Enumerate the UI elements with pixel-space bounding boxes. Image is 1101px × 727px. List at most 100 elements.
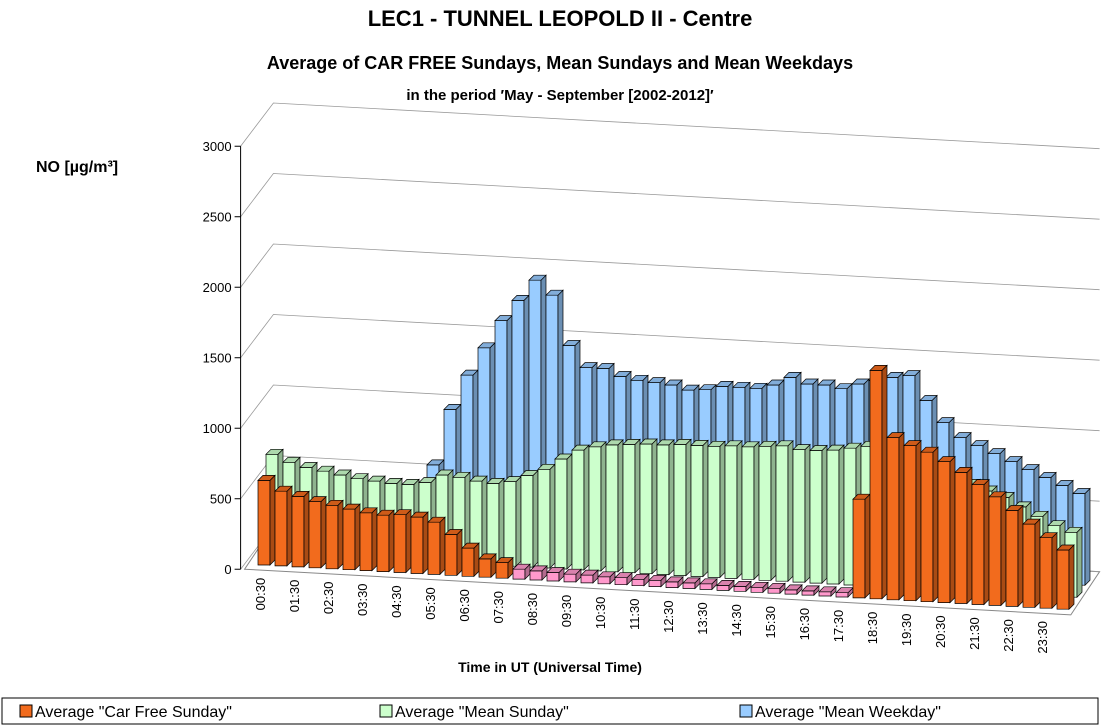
bar-front bbox=[988, 496, 1002, 606]
bar-side bbox=[685, 438, 692, 577]
bar-side bbox=[566, 453, 573, 570]
bar-side bbox=[1084, 487, 1091, 587]
legend-box bbox=[1, 697, 1099, 725]
bar-front bbox=[563, 573, 577, 583]
bar-top bbox=[579, 362, 598, 368]
bar-side bbox=[838, 444, 845, 585]
bar-front bbox=[308, 501, 322, 569]
bar-top bbox=[299, 462, 318, 468]
x-tick-label: 20:30 bbox=[933, 615, 948, 648]
bar bbox=[529, 565, 548, 581]
bar-top bbox=[937, 456, 956, 462]
bar bbox=[639, 438, 658, 575]
bar-side bbox=[354, 503, 361, 571]
bar-front bbox=[444, 534, 458, 576]
bar-top bbox=[1047, 520, 1066, 527]
bar-side bbox=[303, 490, 310, 568]
bar-side bbox=[1000, 490, 1007, 607]
bar-top bbox=[333, 469, 352, 476]
bar-side bbox=[269, 474, 276, 566]
bar bbox=[758, 440, 777, 582]
bar-top bbox=[818, 586, 837, 593]
bar-top bbox=[1064, 526, 1083, 533]
bar-side bbox=[702, 439, 709, 578]
bar bbox=[444, 528, 463, 577]
x-tick-label: 07:30 bbox=[491, 591, 506, 624]
x-tick-label: 19:30 bbox=[899, 614, 914, 647]
x-tick-label: 09:30 bbox=[559, 595, 574, 628]
bar-side bbox=[1017, 504, 1024, 608]
bar-side bbox=[439, 516, 446, 576]
bar-top bbox=[732, 381, 751, 388]
chart-note: in the period ′May - September [2002-201… bbox=[406, 87, 714, 104]
legend-label: Average "Car Free Sunday" bbox=[35, 704, 232, 721]
bar-front bbox=[733, 586, 747, 592]
bar bbox=[393, 508, 412, 574]
bar bbox=[741, 440, 760, 581]
bar-top bbox=[1005, 505, 1024, 511]
chart-subtitle: Average of CAR FREE Sundays, Mean Sunday… bbox=[267, 53, 853, 73]
bar bbox=[359, 506, 378, 572]
bar bbox=[716, 579, 735, 592]
bar-top bbox=[596, 363, 615, 369]
bar-front bbox=[274, 490, 288, 567]
bar-side bbox=[617, 439, 624, 573]
bar-top bbox=[639, 438, 658, 445]
bar-top bbox=[631, 573, 650, 580]
bar-top bbox=[801, 585, 820, 592]
x-tick-label: 18:30 bbox=[865, 612, 880, 645]
x-tick-label: 03:30 bbox=[355, 583, 370, 616]
bar-side bbox=[422, 511, 429, 575]
bar-side bbox=[1034, 518, 1041, 609]
bar-front bbox=[580, 574, 594, 584]
bar-top bbox=[987, 448, 1006, 454]
x-tick-label: 21:30 bbox=[967, 617, 982, 650]
bar-top bbox=[784, 584, 803, 591]
x-tick-label: 05:30 bbox=[423, 587, 438, 620]
bar bbox=[750, 581, 769, 594]
bar bbox=[852, 493, 871, 599]
bar-front bbox=[1005, 510, 1019, 607]
bar-front bbox=[690, 445, 704, 577]
bar bbox=[1005, 504, 1024, 608]
bar-side bbox=[753, 440, 760, 581]
bar-top bbox=[750, 581, 769, 588]
bar bbox=[707, 440, 726, 579]
bar-top bbox=[767, 582, 786, 589]
bar bbox=[563, 568, 582, 583]
bar bbox=[826, 444, 845, 585]
bar-front bbox=[512, 568, 526, 580]
bar bbox=[920, 446, 939, 603]
bar-top bbox=[410, 511, 429, 518]
bar-top bbox=[528, 274, 547, 281]
bar-top bbox=[775, 440, 794, 447]
bar-side bbox=[864, 493, 871, 599]
bar bbox=[733, 580, 752, 593]
bar-top bbox=[698, 384, 717, 391]
bar-top bbox=[401, 479, 420, 485]
grid-line bbox=[240, 173, 1100, 220]
x-tick-label: 01:30 bbox=[287, 580, 302, 613]
bar bbox=[461, 542, 480, 578]
bar-top bbox=[826, 444, 845, 451]
bar bbox=[325, 499, 344, 570]
bar-side bbox=[736, 439, 743, 580]
bar-top bbox=[1004, 456, 1023, 462]
bar-front bbox=[971, 484, 985, 605]
bar bbox=[818, 585, 837, 597]
bar-side bbox=[1068, 544, 1075, 611]
bar-top bbox=[673, 439, 692, 445]
bar bbox=[478, 553, 497, 579]
bar-side bbox=[498, 477, 505, 567]
bar-top bbox=[681, 384, 700, 391]
bar-front bbox=[707, 445, 721, 578]
bar-top bbox=[936, 417, 955, 423]
bar-side bbox=[1076, 526, 1083, 599]
legend-label: Average "Mean Weekday" bbox=[755, 704, 941, 721]
bar-front bbox=[495, 562, 509, 579]
bar-front bbox=[801, 590, 815, 596]
bar-front bbox=[1056, 549, 1070, 610]
bar bbox=[588, 440, 607, 572]
bar bbox=[656, 439, 675, 576]
x-tick-label: 23:30 bbox=[1035, 621, 1050, 654]
